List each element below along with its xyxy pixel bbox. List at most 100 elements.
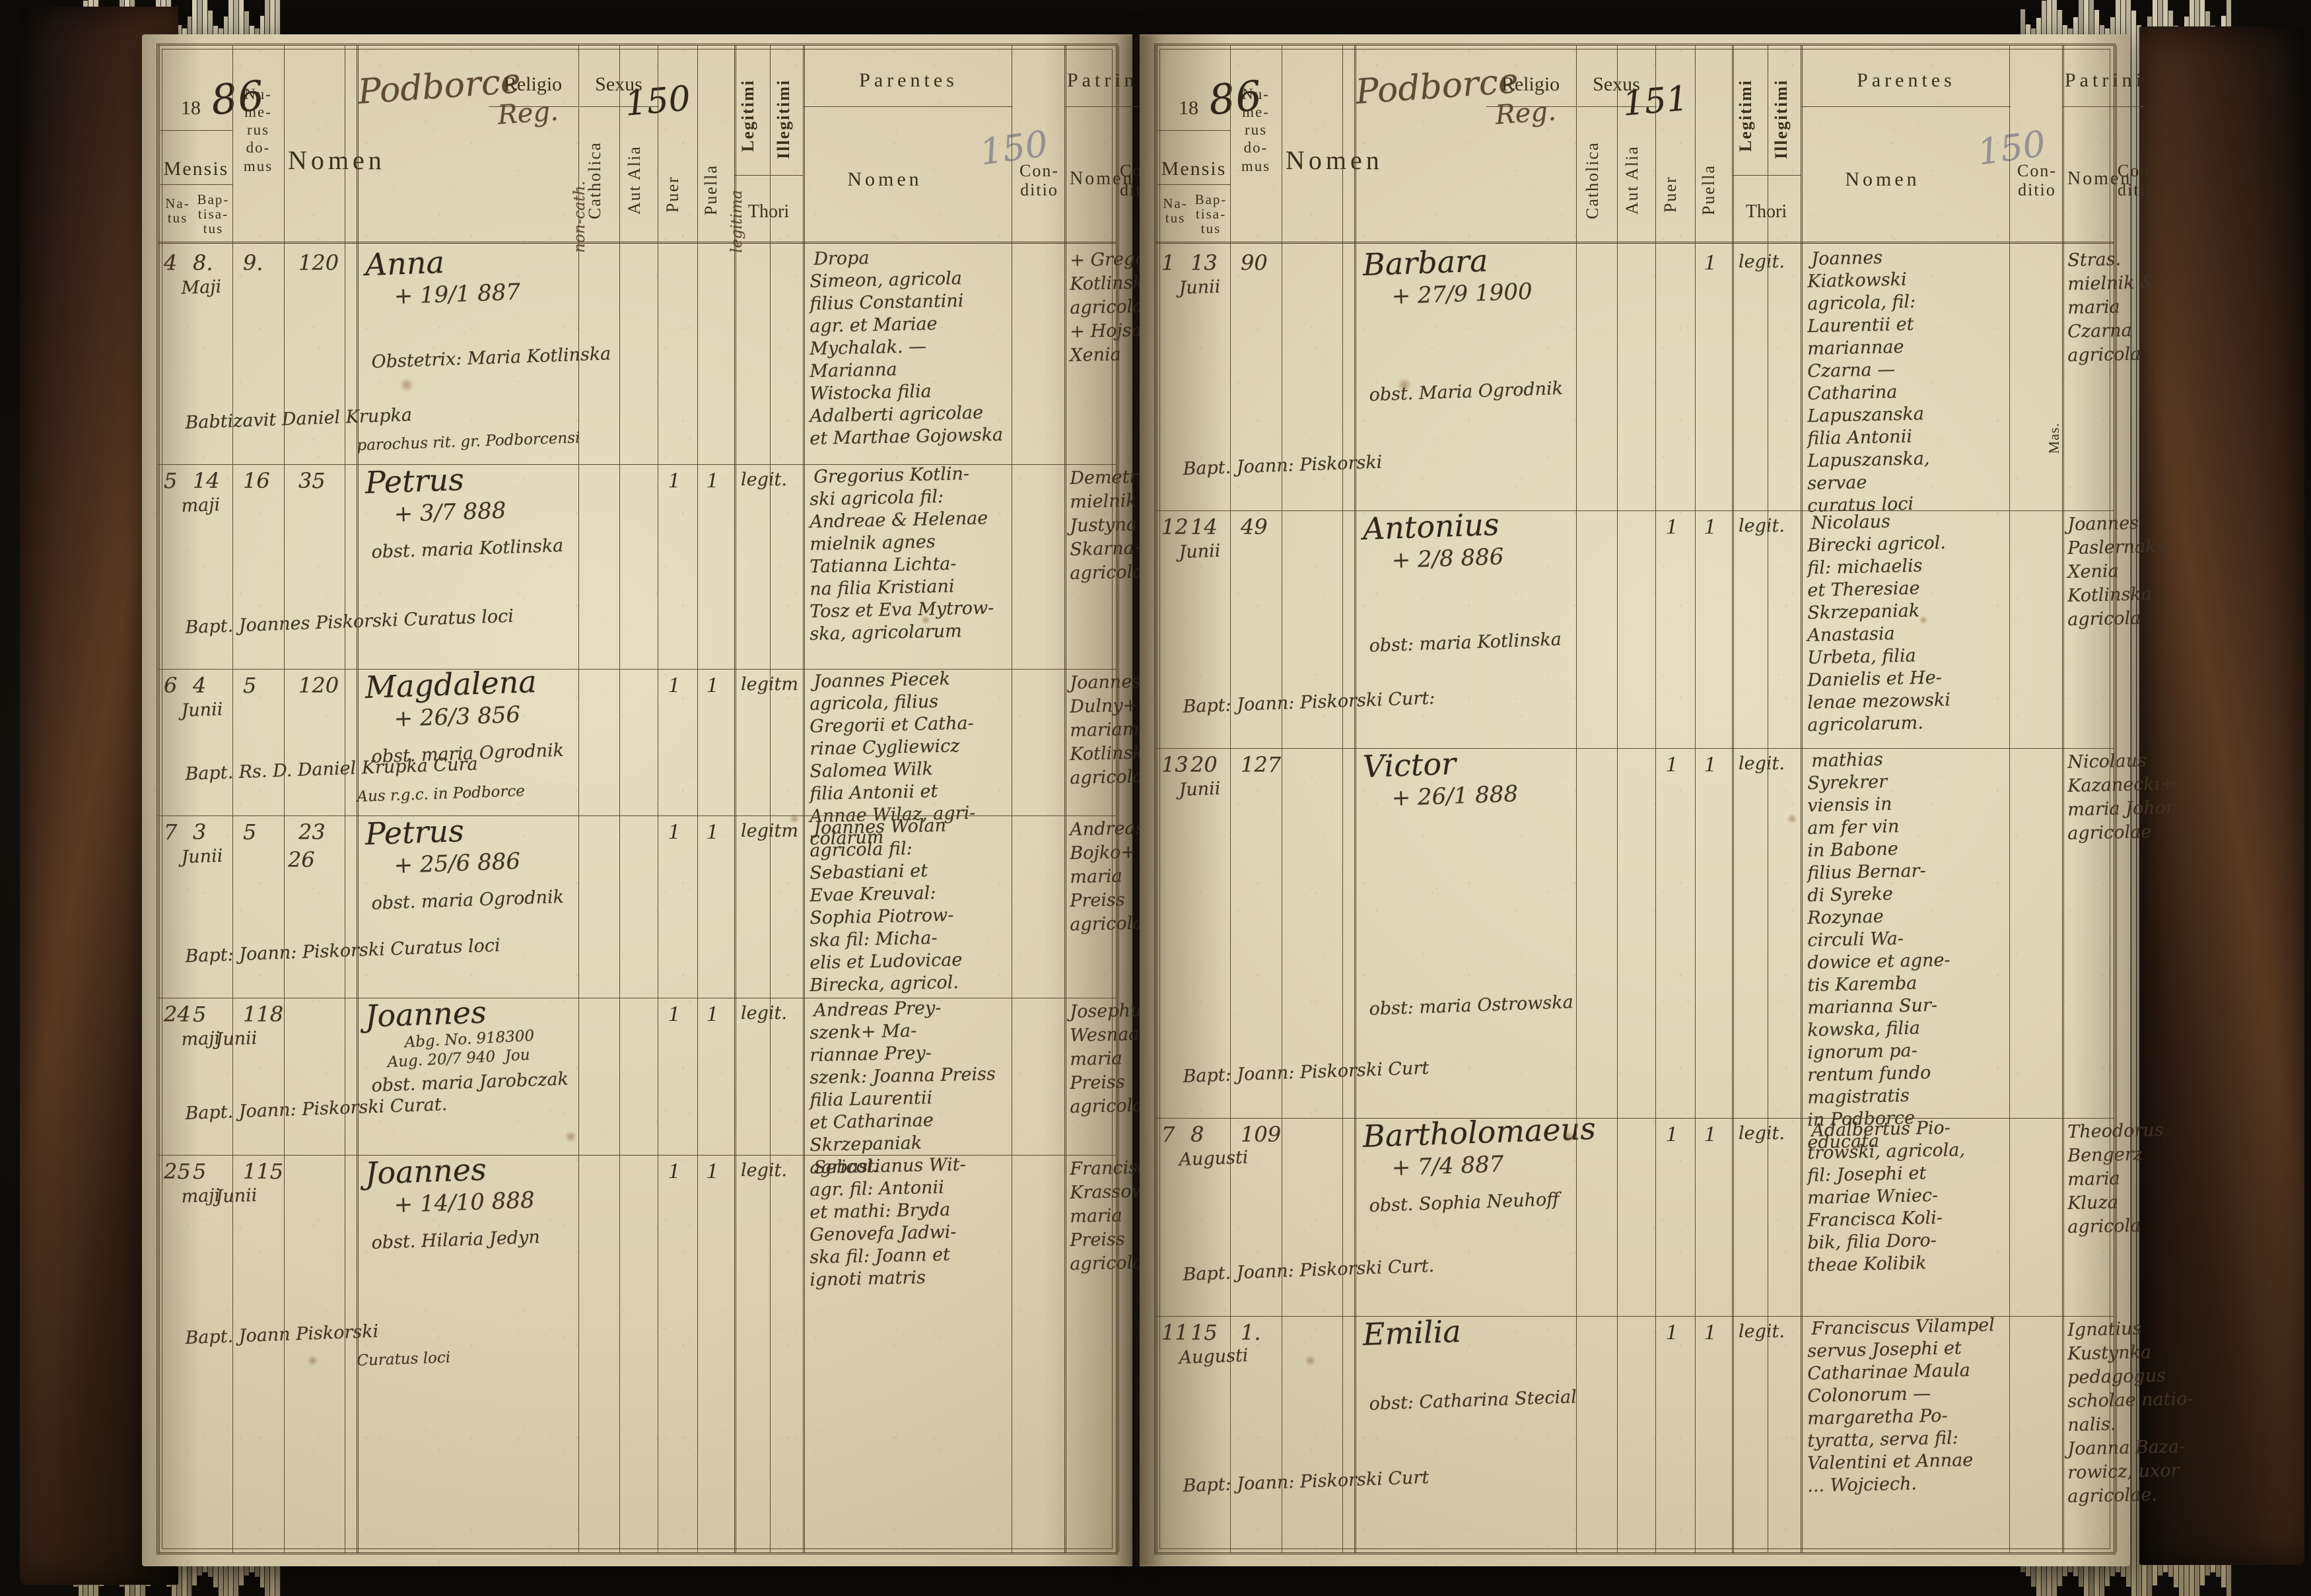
cell-patrini-line: Ignatius — [2067, 1318, 2142, 1340]
cell-parentes-line: Urbeta, filia — [1807, 645, 1917, 668]
cell-natus: 8. — [193, 250, 213, 275]
cell-patrini-line: agricola — [2067, 607, 2141, 630]
cell-mensis: maji — [181, 494, 221, 516]
row-separator — [1156, 1118, 2114, 1119]
cell-parentes-line: rinae Cygliewicz — [810, 736, 960, 759]
cell-parentes-line: filius Constantini — [810, 291, 964, 314]
cell-parentes-line: fil: michaelis — [1807, 555, 1923, 578]
cell-parentes-line: Anastasia — [1807, 623, 1896, 646]
cell-mensis: Junii — [181, 845, 223, 868]
cell-child-name: Bartholomaeus — [1362, 1110, 1597, 1154]
cell-parentes-line: Danielis et He- — [1807, 667, 1943, 691]
column-rule — [284, 46, 285, 1552]
cell-child-name: Victor — [1362, 746, 1457, 784]
cell-parentes-line: Genovefa Jadwi- — [810, 1222, 957, 1245]
header-rule — [1064, 106, 1146, 107]
register-row[interactable]: 7 8 109 Augusti Bartholomaeus + 7/4 887 obst. … — [1156, 1111, 2164, 1316]
cell-parentes-line: Catharinae Maula — [1807, 1360, 1971, 1384]
header-parentes: Parentes — [859, 69, 958, 91]
cell-patrini-line: Kazanecki+ — [2067, 773, 2176, 796]
cell-parentes-line: ... Wojciech. — [1807, 1473, 1917, 1496]
register-row[interactable]: 11 15 1. Augusti Emilia obst: Catharina Steci… — [1156, 1313, 2193, 1527]
ledger-page-left: 18 86 Mensis Na- tus Bap- tisa- tus Nu- me- r… — [142, 34, 1187, 1566]
register-row[interactable]: 6 4 5 120 Junii Magdalena + 26/3 856 obst. mari… — [158, 664, 1161, 849]
cell-obstetrix: obst. Hilaria Jedyn — [371, 1227, 541, 1253]
header-religio: Religio — [1501, 73, 1560, 95]
cell-parentes-line: di Syreke — [1807, 884, 1894, 906]
column-rule — [1801, 46, 1803, 1552]
cell-mensis: Junii — [181, 699, 223, 721]
column-rule — [1655, 46, 1656, 1552]
cell-baptizavit-note: parochus rit. gr. Podborcensi — [357, 429, 580, 454]
cell-parentes-line: Laurentii et — [1807, 314, 1914, 337]
cell-baptisatus: 16 — [243, 468, 270, 493]
register-row[interactable]: 4 8. 9. 120 Maji Anna + 19/1 887 Obstetrix: Mar… — [158, 181, 1181, 464]
register-row[interactable]: 25 5 115 maji Junii Joannes + 14/10 888 obst. H… — [158, 1152, 1187, 1379]
cell-thori-mark: legitima — [728, 190, 745, 253]
register-row[interactable]: 7 3 5 23 Junii 26 Petrus + 25/6 886 obst. maria … — [158, 813, 1145, 998]
cell-thori-value: legit. — [1739, 1321, 1785, 1342]
cell-baptizavit: Bapt. Joann: Piskorski Curat. — [185, 1094, 448, 1124]
cell-parentes-line: am fer vin — [1807, 816, 1900, 839]
cell-patrini-line: Joanna Baza- — [2067, 1436, 2186, 1459]
cell-natus: 5 — [193, 1002, 207, 1027]
cell-death-note: + 26/3 856 — [394, 701, 521, 732]
cell-parentes-line: szenk: Joanna Preiss — [810, 1064, 996, 1088]
ledger-page-right: 18 86 Mensis Na- tus Bap- tisa- tus Nu- me- r… — [1140, 34, 2193, 1566]
header-patrini-conditio: Con- ditio — [2118, 161, 2157, 199]
register-row[interactable]: 1 13 90 Junii Barbara + 27/9 1900 obst. Maria … — [1156, 242, 2156, 516]
register-row[interactable]: 12 14 49 Junii Antonius + 2/8 886 obst: maria … — [1156, 506, 2172, 748]
column-rule — [619, 46, 620, 1552]
cell-child-name: Barbara — [1362, 242, 1489, 283]
cell-obstetrix: obst. maria Ogrodnik — [371, 886, 565, 914]
book-gutter-shadow — [1116, 34, 1163, 1566]
cell-child-name: Joannes — [364, 994, 487, 1034]
cell-obstetrix: obst: Catharina Stecial — [1369, 1387, 1577, 1414]
cell-mensis-extra: 26 — [288, 847, 315, 872]
cell-death-note: + 26/1 888 — [1391, 781, 1519, 812]
register-row[interactable]: 24 5 118 maji Junii Joannes Abg. No. 918300 Aug… — [158, 994, 1178, 1178]
cell-numerus: 7 — [164, 819, 178, 845]
register-row[interactable]: 5 14 16 35 maji Petrus + 3/7 888 obst. maria Ko… — [158, 462, 1164, 669]
header-legitimi: Legitimi — [1736, 79, 1755, 152]
cell-parentes-line: Skrzepaniak — [810, 1132, 922, 1156]
row-separator — [158, 669, 1116, 670]
cell-parentes-line: Salomea Wilk — [810, 759, 934, 782]
cell-parentes-line: Colonorum — — [1807, 1383, 1931, 1406]
header-rule — [2062, 106, 2144, 107]
tick-puella: 1 — [707, 673, 718, 697]
cell-parentes-line: Dropa — [813, 248, 870, 269]
cell-numerus: 5 — [164, 468, 178, 493]
cell-parentes-line: elis et Ludovicae — [810, 950, 963, 973]
cell-baptisatus: 115 — [243, 1159, 284, 1184]
margin-index-tab: Mas. — [2046, 423, 2062, 454]
cell-death-note: + 3/7 888 — [394, 497, 507, 528]
column-rule — [232, 46, 233, 1552]
cell-parentes-line: servae — [1807, 472, 1867, 494]
header-catholica: Catholica — [1583, 141, 1602, 219]
cell-mensis: maji — [181, 1185, 221, 1207]
header-numerus-domus: Nu- me- rus do- mus — [1241, 86, 1271, 174]
cell-patrini-line: Paslernak+ — [2067, 536, 2172, 559]
cell-thori-value: legit. — [1739, 753, 1785, 774]
cell-numerus: 12 — [1161, 514, 1189, 539]
cell-thori-value: legit. — [1739, 516, 1785, 536]
cell-parentes-line: Simeon, agricola — [810, 268, 963, 292]
header-rule — [1157, 184, 1230, 185]
cell-parentes-line: ignoti matris — [810, 1267, 926, 1290]
cell-religio-mark: non-cath. — [570, 180, 588, 253]
cell-baptisatus: 49 — [1241, 514, 1268, 539]
header-parentes-conditio: Con- ditio — [2017, 161, 2057, 199]
cell-parentes-line: riannae Prey- — [810, 1043, 932, 1066]
cell-parentes-line: Czarna — — [1807, 359, 1896, 382]
cell-baptizavit: Bapt: Joann: Piskorski Curt — [1183, 1057, 1430, 1087]
header-thori: Thori — [1745, 201, 1787, 222]
cell-patrini-line: Stras. — [2067, 249, 2121, 271]
cell-baptizavit: Bapt. Joann: Piskorski Curt. — [1183, 1255, 1435, 1285]
cell-child-name: Emilia — [1362, 1313, 1462, 1352]
cell-parentes-line: Birecka, agricol. — [810, 972, 959, 996]
cell-parentes-line: ignorum pa- — [1807, 1040, 1918, 1063]
header-rule — [160, 130, 232, 131]
register-row[interactable]: 13 20 127 Junii Victor + 26/1 888 obst: maria … — [1156, 746, 2175, 1153]
